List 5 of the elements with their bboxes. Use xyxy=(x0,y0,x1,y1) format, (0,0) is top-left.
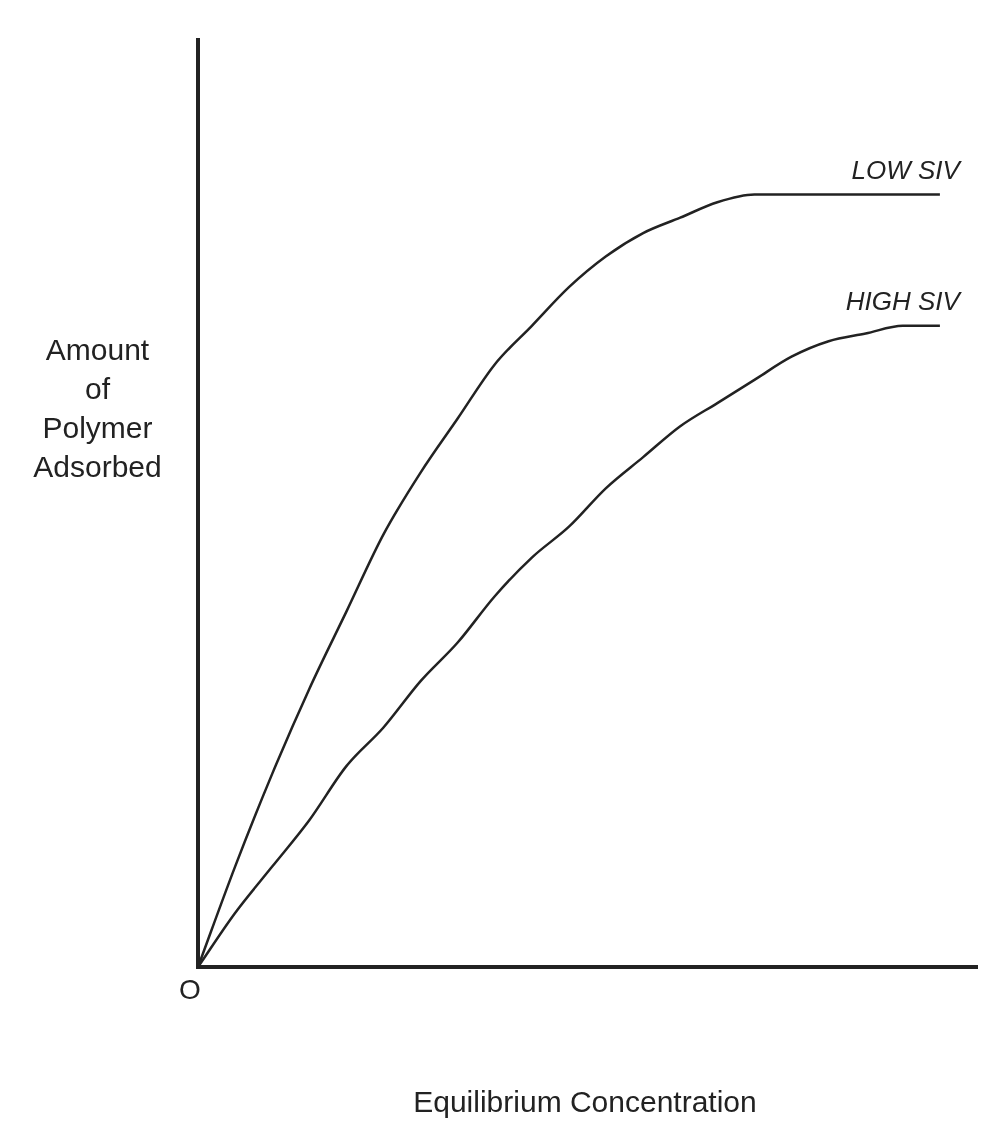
text: O xyxy=(179,973,201,1005)
series-label: LOW SIV xyxy=(851,154,963,185)
series-label: HIGH SIV xyxy=(845,286,963,317)
y-axis-title: Amount of Polymer Adsorbed xyxy=(33,332,162,485)
x-axis-title: Equilibrium Concentration xyxy=(412,1085,758,1119)
